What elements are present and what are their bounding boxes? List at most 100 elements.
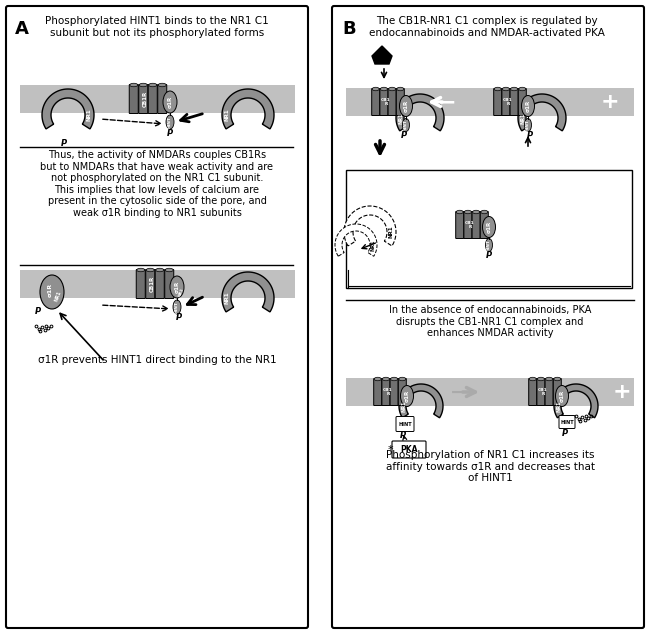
Text: HINT: HINT <box>487 239 491 251</box>
Text: NR1: NR1 <box>224 292 229 304</box>
Text: HINT: HINT <box>168 116 172 128</box>
Ellipse shape <box>521 96 534 117</box>
Text: CB1
R: CB1 R <box>383 388 393 396</box>
Text: NR1: NR1 <box>521 112 525 124</box>
Ellipse shape <box>146 268 154 272</box>
Bar <box>20 270 295 298</box>
Text: B: B <box>342 20 356 38</box>
Ellipse shape <box>400 96 413 117</box>
Bar <box>346 378 634 406</box>
Text: CB1R: CB1R <box>150 276 155 292</box>
Ellipse shape <box>380 87 387 90</box>
Ellipse shape <box>481 210 488 214</box>
FancyBboxPatch shape <box>502 89 510 115</box>
Ellipse shape <box>136 268 145 272</box>
Ellipse shape <box>130 83 138 87</box>
Polygon shape <box>554 384 598 418</box>
FancyBboxPatch shape <box>372 89 380 115</box>
FancyBboxPatch shape <box>158 85 167 113</box>
FancyBboxPatch shape <box>545 378 553 406</box>
Text: CB1
R: CB1 R <box>503 97 513 106</box>
Ellipse shape <box>556 385 569 406</box>
Text: +: + <box>613 382 631 402</box>
Text: P: P <box>401 131 407 141</box>
Bar <box>346 170 632 288</box>
Text: CB1R: CB1R <box>142 91 148 107</box>
Text: NR1: NR1 <box>86 109 92 121</box>
Text: σ1R prevents HINT1 direct binding to the NR1: σ1R prevents HINT1 direct binding to the… <box>38 355 276 365</box>
Text: σ1R: σ1R <box>404 100 408 112</box>
Text: NR1: NR1 <box>177 287 185 297</box>
Text: HINT: HINT <box>404 119 408 131</box>
Text: HINT: HINT <box>398 422 412 427</box>
Polygon shape <box>399 384 443 418</box>
Ellipse shape <box>486 238 493 252</box>
Text: σ1R: σ1R <box>525 100 530 112</box>
Text: A: A <box>15 20 29 38</box>
FancyBboxPatch shape <box>528 378 537 406</box>
FancyBboxPatch shape <box>164 269 174 299</box>
Ellipse shape <box>163 91 177 113</box>
Text: CB1
R: CB1 R <box>538 388 548 396</box>
Ellipse shape <box>170 276 184 298</box>
FancyBboxPatch shape <box>559 415 575 429</box>
Polygon shape <box>335 224 377 256</box>
Text: The CB1R-NR1 C1 complex is regulated by
endocannabinoids and NMDAR-activated PKA: The CB1R-NR1 C1 complex is regulated by … <box>369 16 605 38</box>
FancyBboxPatch shape <box>374 378 382 406</box>
FancyBboxPatch shape <box>148 85 157 113</box>
Ellipse shape <box>156 268 164 272</box>
Text: P: P <box>400 431 406 441</box>
Text: σ1R: σ1R <box>47 283 53 297</box>
FancyBboxPatch shape <box>553 378 562 406</box>
FancyBboxPatch shape <box>396 417 414 431</box>
FancyBboxPatch shape <box>129 85 138 113</box>
Text: Phosphorylated HINT1 binds to the NR1 C1
subunit but not its phosphorylated form: Phosphorylated HINT1 binds to the NR1 C1… <box>45 16 269 38</box>
Polygon shape <box>396 94 444 131</box>
Ellipse shape <box>165 268 174 272</box>
Ellipse shape <box>554 377 561 381</box>
Ellipse shape <box>402 118 410 131</box>
Text: HINT: HINT <box>560 420 574 424</box>
FancyBboxPatch shape <box>332 6 644 628</box>
Text: Thus, the activity of NMDARs couples CB1Rs
but to NMDARs that have weak activity: Thus, the activity of NMDARs couples CB1… <box>40 150 274 218</box>
FancyBboxPatch shape <box>396 89 404 115</box>
Text: NR1: NR1 <box>398 112 404 124</box>
Ellipse shape <box>494 87 501 90</box>
Text: σ1R: σ1R <box>168 96 172 108</box>
Text: P: P <box>527 131 533 141</box>
Ellipse shape <box>374 377 381 381</box>
FancyBboxPatch shape <box>472 211 480 238</box>
Text: −: − <box>437 92 456 112</box>
Ellipse shape <box>40 275 64 309</box>
FancyBboxPatch shape <box>398 378 406 406</box>
Text: PKA: PKA <box>400 445 418 455</box>
Ellipse shape <box>456 210 463 214</box>
Polygon shape <box>372 46 392 64</box>
FancyBboxPatch shape <box>456 211 463 238</box>
Ellipse shape <box>529 377 536 381</box>
Text: HINT: HINT <box>175 301 179 313</box>
Text: P: P <box>167 129 173 138</box>
FancyBboxPatch shape <box>537 378 545 406</box>
Ellipse shape <box>139 83 148 87</box>
Text: NR1: NR1 <box>54 290 62 302</box>
Ellipse shape <box>396 87 404 90</box>
Text: NR1: NR1 <box>556 400 562 412</box>
FancyBboxPatch shape <box>380 89 388 115</box>
Text: σ1R: σ1R <box>174 281 179 293</box>
Text: CB1
R: CB1 R <box>465 220 475 229</box>
FancyBboxPatch shape <box>138 85 148 113</box>
Ellipse shape <box>166 115 174 129</box>
Ellipse shape <box>372 87 379 90</box>
Text: P: P <box>176 313 182 322</box>
Text: σ1R: σ1R <box>486 221 491 233</box>
FancyBboxPatch shape <box>464 211 472 238</box>
Text: P: P <box>61 138 67 148</box>
FancyBboxPatch shape <box>146 269 155 299</box>
Polygon shape <box>222 89 274 129</box>
Text: In the absence of endocannabinoids, PKA
disrupts the CB1-NR1 C1 complex and
enha: In the absence of endocannabinoids, PKA … <box>389 305 592 338</box>
FancyBboxPatch shape <box>390 378 398 406</box>
FancyBboxPatch shape <box>392 441 426 458</box>
Ellipse shape <box>519 87 526 90</box>
Polygon shape <box>518 94 566 131</box>
